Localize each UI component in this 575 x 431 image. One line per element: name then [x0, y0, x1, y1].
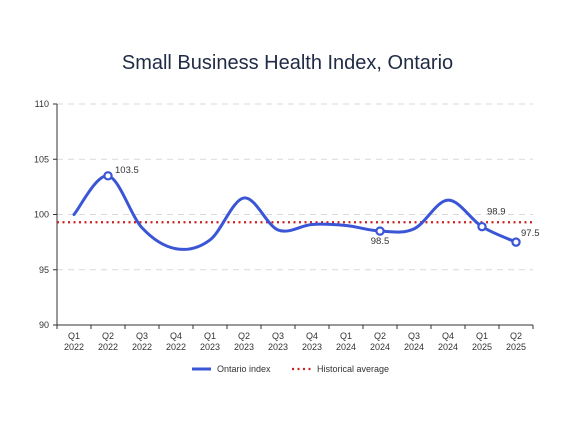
data-labels: 103.5 98.5 98.9 97.5 — [115, 165, 540, 247]
x-tick-label: Q3 2023 — [268, 331, 288, 352]
x-tick-label-year: 2022 — [64, 342, 84, 352]
y-tick-label: 110 — [35, 99, 49, 109]
chart-title: Small Business Health Index, Ontario — [122, 52, 453, 74]
x-tick-label-quarter: Q2 — [102, 331, 114, 341]
legend: Ontario index Historical average — [192, 364, 389, 374]
data-label: 97.5 — [521, 228, 540, 239]
x-tick-label-quarter: Q2 — [510, 331, 522, 341]
x-tick-label: Q3 2022 — [132, 331, 152, 352]
x-tick-label-year: 2023 — [302, 342, 322, 352]
x-tick-label: Q2 2023 — [234, 331, 254, 352]
x-tick-label-quarter: Q4 — [170, 331, 182, 341]
x-tick-label-year: 2025 — [506, 342, 526, 352]
x-tick-label-quarter: Q2 — [238, 331, 250, 341]
x-tick-label: Q1 2024 — [336, 331, 356, 352]
data-point-marker — [511, 237, 521, 247]
x-tick-label: Q4 2024 — [438, 331, 458, 352]
x-tick-label: Q3 2024 — [404, 331, 424, 352]
data-point-marker — [477, 221, 487, 232]
legend-label-historical-average: Historical average — [317, 364, 389, 374]
x-tick-label: Q2 2025 — [506, 331, 526, 352]
x-tick-label-quarter: Q1 — [204, 331, 216, 341]
data-label: 98.5 — [371, 236, 390, 247]
x-tick-label-year: 2023 — [234, 342, 254, 352]
x-tick-label: Q1 2022 — [64, 331, 84, 352]
x-tick-label-quarter: Q2 — [374, 331, 386, 341]
x-tick-label: Q2 2022 — [98, 331, 118, 352]
x-tick-label-quarter: Q4 — [442, 331, 454, 341]
series-line-ontario-index — [72, 174, 518, 251]
x-tick-label-quarter: Q3 — [272, 331, 284, 341]
series-layer — [72, 171, 521, 251]
x-tick-label-quarter: Q1 — [340, 331, 352, 341]
y-tick-label: 105 — [34, 154, 49, 164]
x-tick-label-year: 2022 — [98, 342, 118, 352]
gridlines — [57, 103, 533, 271]
x-tick-label-quarter: Q3 — [136, 331, 148, 341]
x-tick-label: Q4 2023 — [302, 331, 322, 352]
x-tick-label-year: 2022 — [132, 342, 152, 352]
x-tick-label-year: 2023 — [268, 342, 288, 352]
x-tick-label-quarter: Q3 — [408, 331, 420, 341]
x-tick-label-year: 2024 — [438, 342, 458, 352]
x-tick-label-quarter: Q1 — [476, 331, 488, 341]
data-label: 103.5 — [115, 165, 139, 176]
legend-label-ontario-index: Ontario index — [217, 364, 271, 374]
x-tick-label: Q4 2022 — [166, 331, 186, 352]
x-tick-label-quarter: Q4 — [306, 331, 318, 341]
x-tick-label-quarter: Q1 — [68, 331, 80, 341]
x-tick-label-year: 2023 — [200, 342, 220, 352]
x-tick-label-year: 2025 — [472, 342, 492, 352]
x-tick-label-year: 2024 — [404, 342, 424, 352]
y-tick-label: 95 — [39, 265, 49, 275]
x-tick-label-year: 2024 — [370, 342, 390, 352]
data-point-marker — [375, 226, 385, 236]
data-label: 98.9 — [487, 207, 506, 218]
x-tick-label: Q2 2024 — [370, 331, 390, 352]
y-tick-label: 100 — [34, 210, 49, 220]
y-tick-label: 90 — [39, 320, 49, 330]
data-point-marker — [103, 171, 113, 181]
x-tick-label-year: 2024 — [336, 342, 356, 352]
x-tick-label: Q1 2025 — [472, 331, 492, 352]
x-tick-label: Q1 2023 — [200, 331, 220, 352]
x-tick-label-year: 2022 — [166, 342, 186, 352]
